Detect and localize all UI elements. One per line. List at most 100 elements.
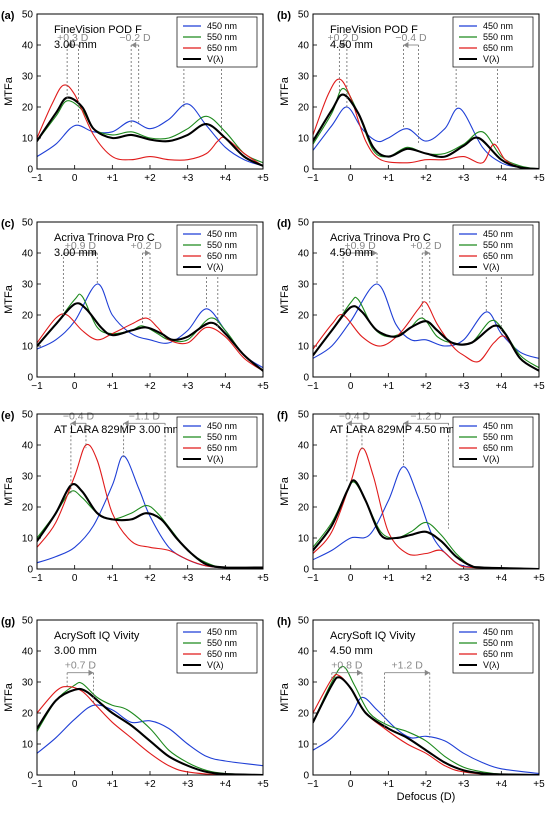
y-tick-label: 0 [303,771,309,782]
x-tick-label: +3 [458,779,470,790]
x-tick-label: −1 [307,779,319,790]
legend-label: 650 nm [483,43,513,53]
series-line-3 [313,673,539,775]
legend-label: V(λ) [483,454,500,464]
y-axis-label: MTFa [279,284,291,314]
shift-label: +0.9 D [65,240,97,252]
y-tick-label: 40 [22,249,34,260]
panel-letter: (e) [1,410,15,422]
y-tick-label: 40 [22,41,34,52]
legend-label: V(λ) [207,660,224,670]
x-tick-label: +3 [182,381,194,392]
x-tick-label: +1 [383,779,395,790]
y-tick-label: 0 [303,165,309,176]
y-tick-label: 10 [22,134,34,145]
panel-letter: (b) [277,10,291,22]
x-tick-label: +5 [533,381,545,392]
x-tick-label: +5 [533,779,545,790]
panel-title-line: AT LARA 829MP 3.00 mm [54,424,182,436]
shift-label: +1.2 D [392,660,424,672]
shift-label: +0.8 D [331,660,363,672]
series-group [313,447,539,569]
shift-arrow-head [92,250,98,256]
legend-label: 550 nm [483,240,513,250]
y-tick-label: 30 [298,472,310,483]
y-tick-label: 20 [298,709,310,720]
y-tick-label: 30 [22,472,34,483]
shift-arrow-head [372,250,378,256]
shift-arrow-head [424,669,430,676]
shift-arrow-head [356,669,362,676]
y-tick-label: 50 [22,218,34,229]
panel-title-line: Acriva Trinova Pro C [330,232,431,244]
legend-label: 650 nm [483,649,513,659]
x-tick-label: −1 [31,381,43,392]
y-tick-label: 50 [298,10,310,21]
panel-title-line: AcrySoft IQ Vivity [330,630,416,642]
shift-label: −0.4 D [339,410,371,422]
x-tick-label: +3 [182,573,194,584]
legend-label: 450 nm [207,627,237,637]
legend-label: 450 nm [207,21,237,31]
shift-label: −1.2 D [410,410,442,422]
y-tick-label: 20 [22,103,34,114]
y-tick-label: 50 [298,218,310,229]
x-tick-label: +1 [107,779,119,790]
x-tick-label: +3 [458,573,470,584]
series-line-1 [313,466,539,569]
legend-label: 650 nm [207,649,237,659]
y-tick-label: 10 [22,342,34,353]
legend-label: V(λ) [207,54,224,64]
panel-title-line: 3.00 mm [54,39,97,51]
x-tick-label: +2 [420,173,432,184]
y-tick-label: 20 [298,311,310,322]
x-tick-label: +4 [220,779,232,790]
series-group [37,84,263,167]
series-line-3 [37,84,263,167]
panel-title-line: FineVision POD F [330,24,418,36]
panel-title-line: 4.50 mm [330,645,373,657]
panel-letter: (f) [277,410,288,422]
y-tick-label: 0 [303,565,309,576]
y-tick-label: 50 [22,10,34,21]
x-tick-label: +5 [533,173,545,184]
x-tick-label: 0 [348,573,354,584]
shift-arrow-head [346,420,352,427]
legend-label: 450 nm [207,421,237,431]
shift-arrow-head [123,420,129,427]
x-tick-label: −1 [307,173,319,184]
x-tick-label: +5 [257,573,269,584]
x-tick-label: −1 [307,573,319,584]
plot-frame [312,413,540,570]
series-group [37,681,263,775]
x-axis-label: Defocus (D) [397,791,456,803]
y-tick-label: 30 [22,678,34,689]
series-line-3 [37,313,263,372]
plot-frame [36,13,264,170]
legend-label: 650 nm [207,443,237,453]
panel-title-line: AcrySoft IQ Vivity [54,630,140,642]
panel-letter: (g) [1,616,15,628]
x-tick-label: +2 [144,381,156,392]
panel-title-line: FineVision POD F [54,24,142,36]
y-tick-label: 10 [298,342,310,353]
shift-label: −0.2 D [119,32,151,44]
x-tick-label: +2 [420,779,432,790]
shift-arrow-head [88,669,94,676]
series-line-4 [37,483,263,569]
series-group [37,443,263,569]
shift-arrow-head [131,42,137,48]
x-tick-label: +4 [496,573,508,584]
shift-arrow-head [403,42,409,48]
x-tick-label: +3 [182,779,194,790]
y-tick-label: 10 [298,740,310,751]
series-line-4 [313,676,539,775]
panel-letter: (d) [277,218,291,230]
y-tick-label: 40 [22,441,34,452]
y-tick-label: 40 [22,647,34,658]
series-line-1 [37,704,263,767]
